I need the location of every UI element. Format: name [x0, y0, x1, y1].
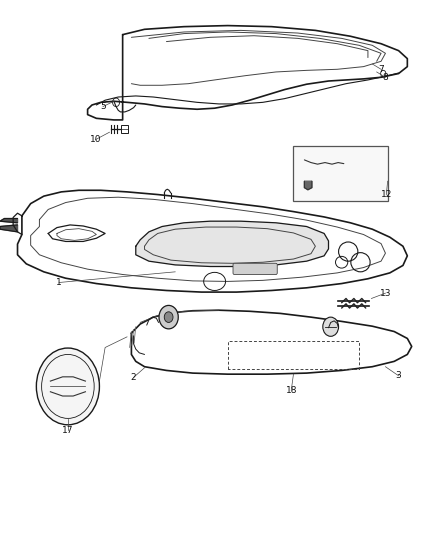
Polygon shape	[136, 221, 328, 266]
Text: 3: 3	[396, 372, 402, 380]
Text: 8: 8	[382, 73, 389, 82]
FancyBboxPatch shape	[121, 125, 128, 133]
Text: 12: 12	[381, 190, 392, 199]
Text: 7: 7	[378, 65, 384, 74]
Text: 17: 17	[62, 426, 74, 434]
FancyBboxPatch shape	[233, 263, 277, 274]
Circle shape	[159, 305, 178, 329]
Circle shape	[164, 312, 173, 322]
FancyBboxPatch shape	[293, 146, 388, 201]
Polygon shape	[0, 219, 18, 223]
Polygon shape	[0, 225, 18, 232]
Text: 10: 10	[90, 135, 101, 144]
Text: 2: 2	[131, 373, 136, 382]
Text: 5: 5	[100, 102, 106, 111]
Circle shape	[36, 348, 99, 425]
Text: 1: 1	[56, 278, 62, 287]
Text: 18: 18	[286, 386, 297, 394]
Circle shape	[323, 317, 339, 336]
Polygon shape	[304, 181, 312, 190]
Text: 13: 13	[380, 289, 391, 297]
